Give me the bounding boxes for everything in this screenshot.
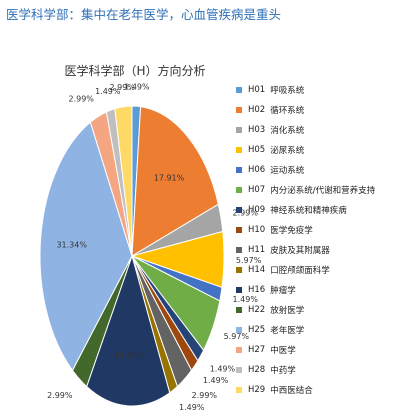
legend-swatch <box>236 327 242 333</box>
legend-item-h29: H29 中西医结合 <box>236 380 418 400</box>
data-label-h06: 1.49% <box>233 295 259 304</box>
data-label-h14: 1.49% <box>179 403 205 412</box>
legend-item-h09: H09 神经系统和精神疾病 <box>236 200 418 220</box>
legend-code: H07 <box>248 185 266 195</box>
legend-code: H02 <box>248 105 266 115</box>
legend-swatch <box>236 107 242 113</box>
data-label-h28: 1.49% <box>95 87 121 96</box>
legend-code: H01 <box>248 85 266 95</box>
legend-item-h02: H02 循环系统 <box>236 100 418 120</box>
legend-label: 医学免疫学 <box>270 226 313 236</box>
legend-swatch <box>236 247 242 253</box>
legend-swatch <box>236 167 242 173</box>
pie-slice-h25 <box>39 121 133 372</box>
legend-swatch <box>236 187 242 193</box>
legend-code: H22 <box>248 305 266 315</box>
legend-code: H14 <box>248 265 266 275</box>
legend-label: 老年医学 <box>270 326 305 336</box>
data-label-h05: 5.97% <box>236 256 262 265</box>
legend-code: H11 <box>248 245 266 255</box>
pie-slice-h29 <box>114 105 133 257</box>
legend-item-h10: H10 医学免疫学 <box>236 220 418 240</box>
data-label-h10: 1.49% <box>203 376 229 385</box>
legend-item-h28: H28 中药学 <box>236 360 418 380</box>
data-label-h25: 31.34% <box>56 240 87 249</box>
legend-label: 中医学 <box>270 346 296 356</box>
legend-swatch <box>236 127 242 133</box>
legend-swatch <box>236 87 242 93</box>
legend-item-h14: H14 口腔颅颌面科学 <box>236 260 418 280</box>
legend-item-h03: H03 消化系统 <box>236 120 418 140</box>
legend-label: 肿瘤学 <box>270 286 296 296</box>
data-label-h16: 14.93% <box>114 351 145 360</box>
data-label-h02: 17.91% <box>154 174 185 183</box>
pie-slice-h16 <box>86 254 171 407</box>
legend-swatch <box>236 347 242 353</box>
legend-code: H16 <box>248 285 266 295</box>
legend-code: H25 <box>248 325 266 335</box>
data-label-h09: 1.49% <box>210 365 236 374</box>
data-label-h03: 2.99% <box>233 209 259 218</box>
legend-label: 神经系统和精神疾病 <box>270 206 347 216</box>
legend-label: 运动系统 <box>270 166 305 176</box>
legend-item-h27: H27 中医学 <box>236 340 418 360</box>
legend-swatch <box>236 287 242 293</box>
legend-item-h11: H11 皮肤及其附属器 <box>236 240 418 260</box>
legend-swatch <box>236 367 242 373</box>
legend-label: 中西医结合 <box>270 386 313 396</box>
legend-label: 皮肤及其附属器 <box>270 246 330 256</box>
legend-item-h05: H05 泌尿系统 <box>236 140 418 160</box>
legend-item-h06: H06 运动系统 <box>236 160 418 180</box>
data-label-h22: 2.99% <box>47 391 73 400</box>
legend-label: 放射医学 <box>270 306 305 316</box>
legend-label: 消化系统 <box>270 126 305 136</box>
chart-title: 医学科学部（H）方向分析 <box>64 64 206 78</box>
legend-swatch <box>236 147 242 153</box>
data-label-h11: 2.99% <box>192 391 218 400</box>
legend-code: H03 <box>248 125 266 135</box>
headline: 医学科学部：集中在老年医学，心血管疾病是重头 <box>6 7 282 22</box>
legend-item-h25: H25 老年医学 <box>236 320 418 340</box>
pie-slice-h02 <box>131 106 219 257</box>
legend-code: H28 <box>248 365 266 375</box>
legend-item-h16: H16 肿瘤学 <box>236 280 418 300</box>
legend-code: H05 <box>248 145 266 155</box>
legend-swatch <box>236 387 242 393</box>
legend-code: H29 <box>248 385 266 395</box>
legend-label: 中药学 <box>270 366 296 376</box>
legend-item-h22: H22 放射医学 <box>236 300 418 320</box>
legend-label: 口腔颅颌面科学 <box>270 266 330 276</box>
chart-legend: H01 呼吸系统 H02 循环系统 H03 消化系统 H05 泌尿系统 H06 运动系统 H07 内分… <box>236 80 418 400</box>
legend-swatch <box>236 207 242 213</box>
legend-item-h07: H07 内分泌系统/代谢和营养支持 <box>236 180 418 200</box>
legend-code: H09 <box>248 205 266 215</box>
legend-code: H10 <box>248 225 266 235</box>
legend-label: 内分泌系统/代谢和营养支持 <box>270 186 376 196</box>
data-label-h29: 2.99% <box>109 83 135 92</box>
data-label-h07: 5.97% <box>224 332 250 341</box>
data-label-h27: 2.99% <box>68 94 94 103</box>
legend-label: 呼吸系统 <box>270 86 305 96</box>
legend-item-h01: H01 呼吸系统 <box>236 80 418 100</box>
legend-label: 循环系统 <box>270 106 305 116</box>
legend-swatch <box>236 227 242 233</box>
data-label-h01: 1.49% <box>124 83 150 92</box>
legend-code: H27 <box>248 345 266 355</box>
legend-code: H06 <box>248 165 266 175</box>
legend-swatch <box>236 267 242 273</box>
legend-swatch <box>236 307 242 313</box>
legend-label: 泌尿系统 <box>270 146 305 156</box>
